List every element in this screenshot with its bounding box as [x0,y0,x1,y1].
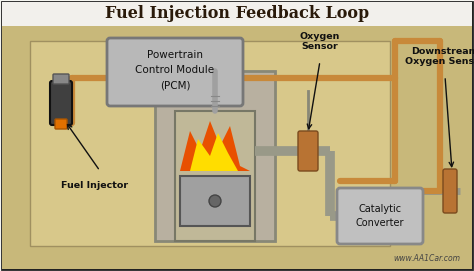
Text: Catalytic: Catalytic [358,204,401,214]
FancyBboxPatch shape [53,74,69,84]
Text: Oxygen Sensor: Oxygen Sensor [405,57,474,66]
Text: Oxygen: Oxygen [300,32,340,41]
Text: Downstream: Downstream [411,47,474,56]
Text: (PCM): (PCM) [160,80,190,90]
Bar [155,71,275,241]
Bar [175,111,255,241]
Polygon shape [190,133,238,171]
Bar [2,26,472,269]
Bar [180,176,250,226]
Bar [2,2,472,26]
Text: Fuel Injection Feedback Loop: Fuel Injection Feedback Loop [105,5,369,22]
Text: Sensor: Sensor [301,42,338,51]
Text: www.AA1Car.com: www.AA1Car.com [393,254,460,263]
FancyBboxPatch shape [50,81,72,125]
Text: Control Module: Control Module [136,65,215,75]
Bar [30,41,390,246]
Circle shape [209,195,221,207]
FancyBboxPatch shape [443,169,457,213]
Text: Converter: Converter [356,218,404,228]
FancyBboxPatch shape [337,188,423,244]
Text: Fuel Injector: Fuel Injector [62,181,128,190]
Text: Powertrain: Powertrain [147,50,203,60]
FancyBboxPatch shape [298,131,318,171]
FancyBboxPatch shape [55,119,67,129]
Polygon shape [180,121,250,171]
FancyBboxPatch shape [107,38,243,106]
